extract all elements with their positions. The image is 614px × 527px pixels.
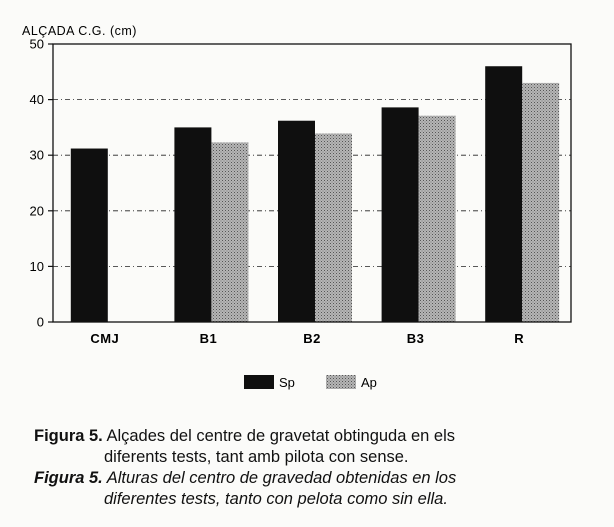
x-category-label: CMJ: [90, 331, 119, 346]
bar-ap-r: [522, 82, 560, 322]
bar-sp-r: [485, 66, 523, 323]
bar-ap-b1: [211, 142, 249, 322]
y-tick-label: 40: [30, 92, 44, 107]
legend-label-ap: Ap: [361, 375, 377, 390]
caption-spanish-label: Figura 5.: [34, 469, 103, 487]
caption-spanish-line-1: Figura 5. Alturas del centro de gravedad…: [34, 468, 594, 489]
y-tick-label: 0: [37, 315, 44, 330]
legend-swatch-sp: [244, 375, 274, 389]
bar-sp-b1: [174, 127, 212, 323]
y-tick-labels: 0 10 20 30 40 50: [30, 37, 53, 330]
y-tick-label: 30: [30, 148, 44, 163]
bar-ap-b2: [315, 133, 352, 322]
figure-caption: Figura 5. Alçades del centre de gravetat…: [34, 426, 594, 510]
plot-frame: [52, 43, 572, 323]
bar-sp-b3: [381, 107, 419, 322]
caption-catalan-text-1: Alçades del centre de gravetat obtinguda…: [106, 427, 456, 445]
caption-spanish-text-2: diferentes tests, tanto con pelota como …: [104, 490, 448, 508]
bar-sp-cmj: [70, 148, 108, 322]
y-axis-title: ALÇADA C.G. (cm): [22, 24, 137, 38]
bar-sp-b2: [278, 120, 315, 322]
bar-ap-b3: [418, 115, 456, 322]
legend-swatch-ap: [326, 375, 356, 389]
caption-catalan-text-2: diferents tests, tant amb pilota con sen…: [104, 448, 409, 466]
y-tick-label: 50: [30, 37, 44, 52]
x-category-label: B2: [303, 331, 321, 346]
caption-catalan-line-1: Figura 5. Alçades del centre de gravetat…: [34, 426, 594, 447]
legend-label-sp: Sp: [279, 375, 295, 390]
y-tick-label: 10: [30, 259, 44, 274]
x-category-label: R: [514, 331, 524, 346]
x-category-label: B3: [407, 331, 425, 346]
legend: Sp Ap: [244, 375, 377, 390]
x-category-label: B1: [200, 331, 218, 346]
caption-spanish-text-1: Alturas del centro de gravedad obtenidas…: [106, 469, 457, 487]
y-tick-label: 20: [30, 203, 44, 218]
gridlines: [53, 99, 571, 267]
x-category-labels: CMJ B1 B2 B3 R: [90, 331, 524, 346]
caption-catalan-label: Figura 5.: [34, 427, 103, 445]
bars: [70, 66, 560, 323]
